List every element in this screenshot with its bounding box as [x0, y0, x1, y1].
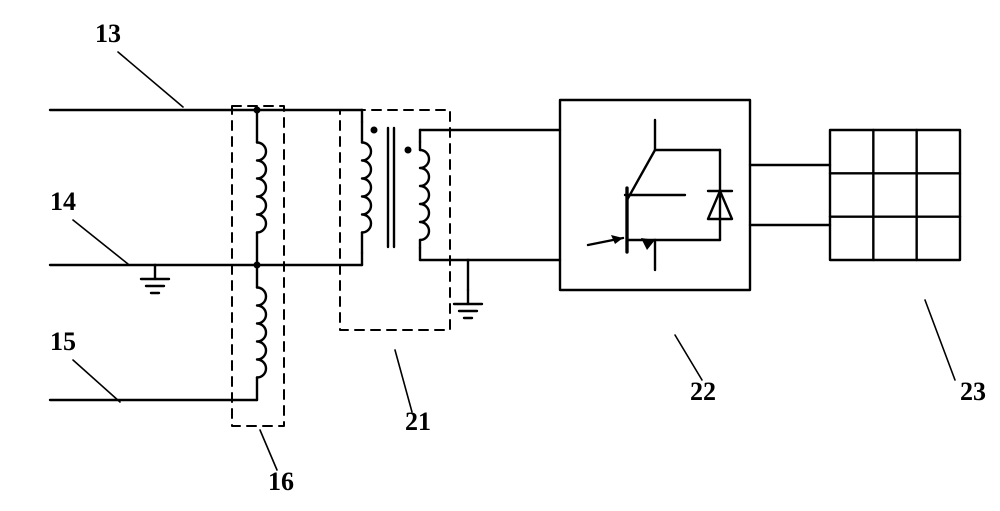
svg-text:22: 22	[690, 377, 716, 406]
svg-text:21: 21	[405, 407, 431, 436]
svg-text:23: 23	[960, 377, 986, 406]
svg-text:13: 13	[95, 19, 121, 48]
svg-text:14: 14	[50, 187, 76, 216]
svg-text:15: 15	[50, 327, 76, 356]
svg-text:16: 16	[268, 467, 294, 496]
